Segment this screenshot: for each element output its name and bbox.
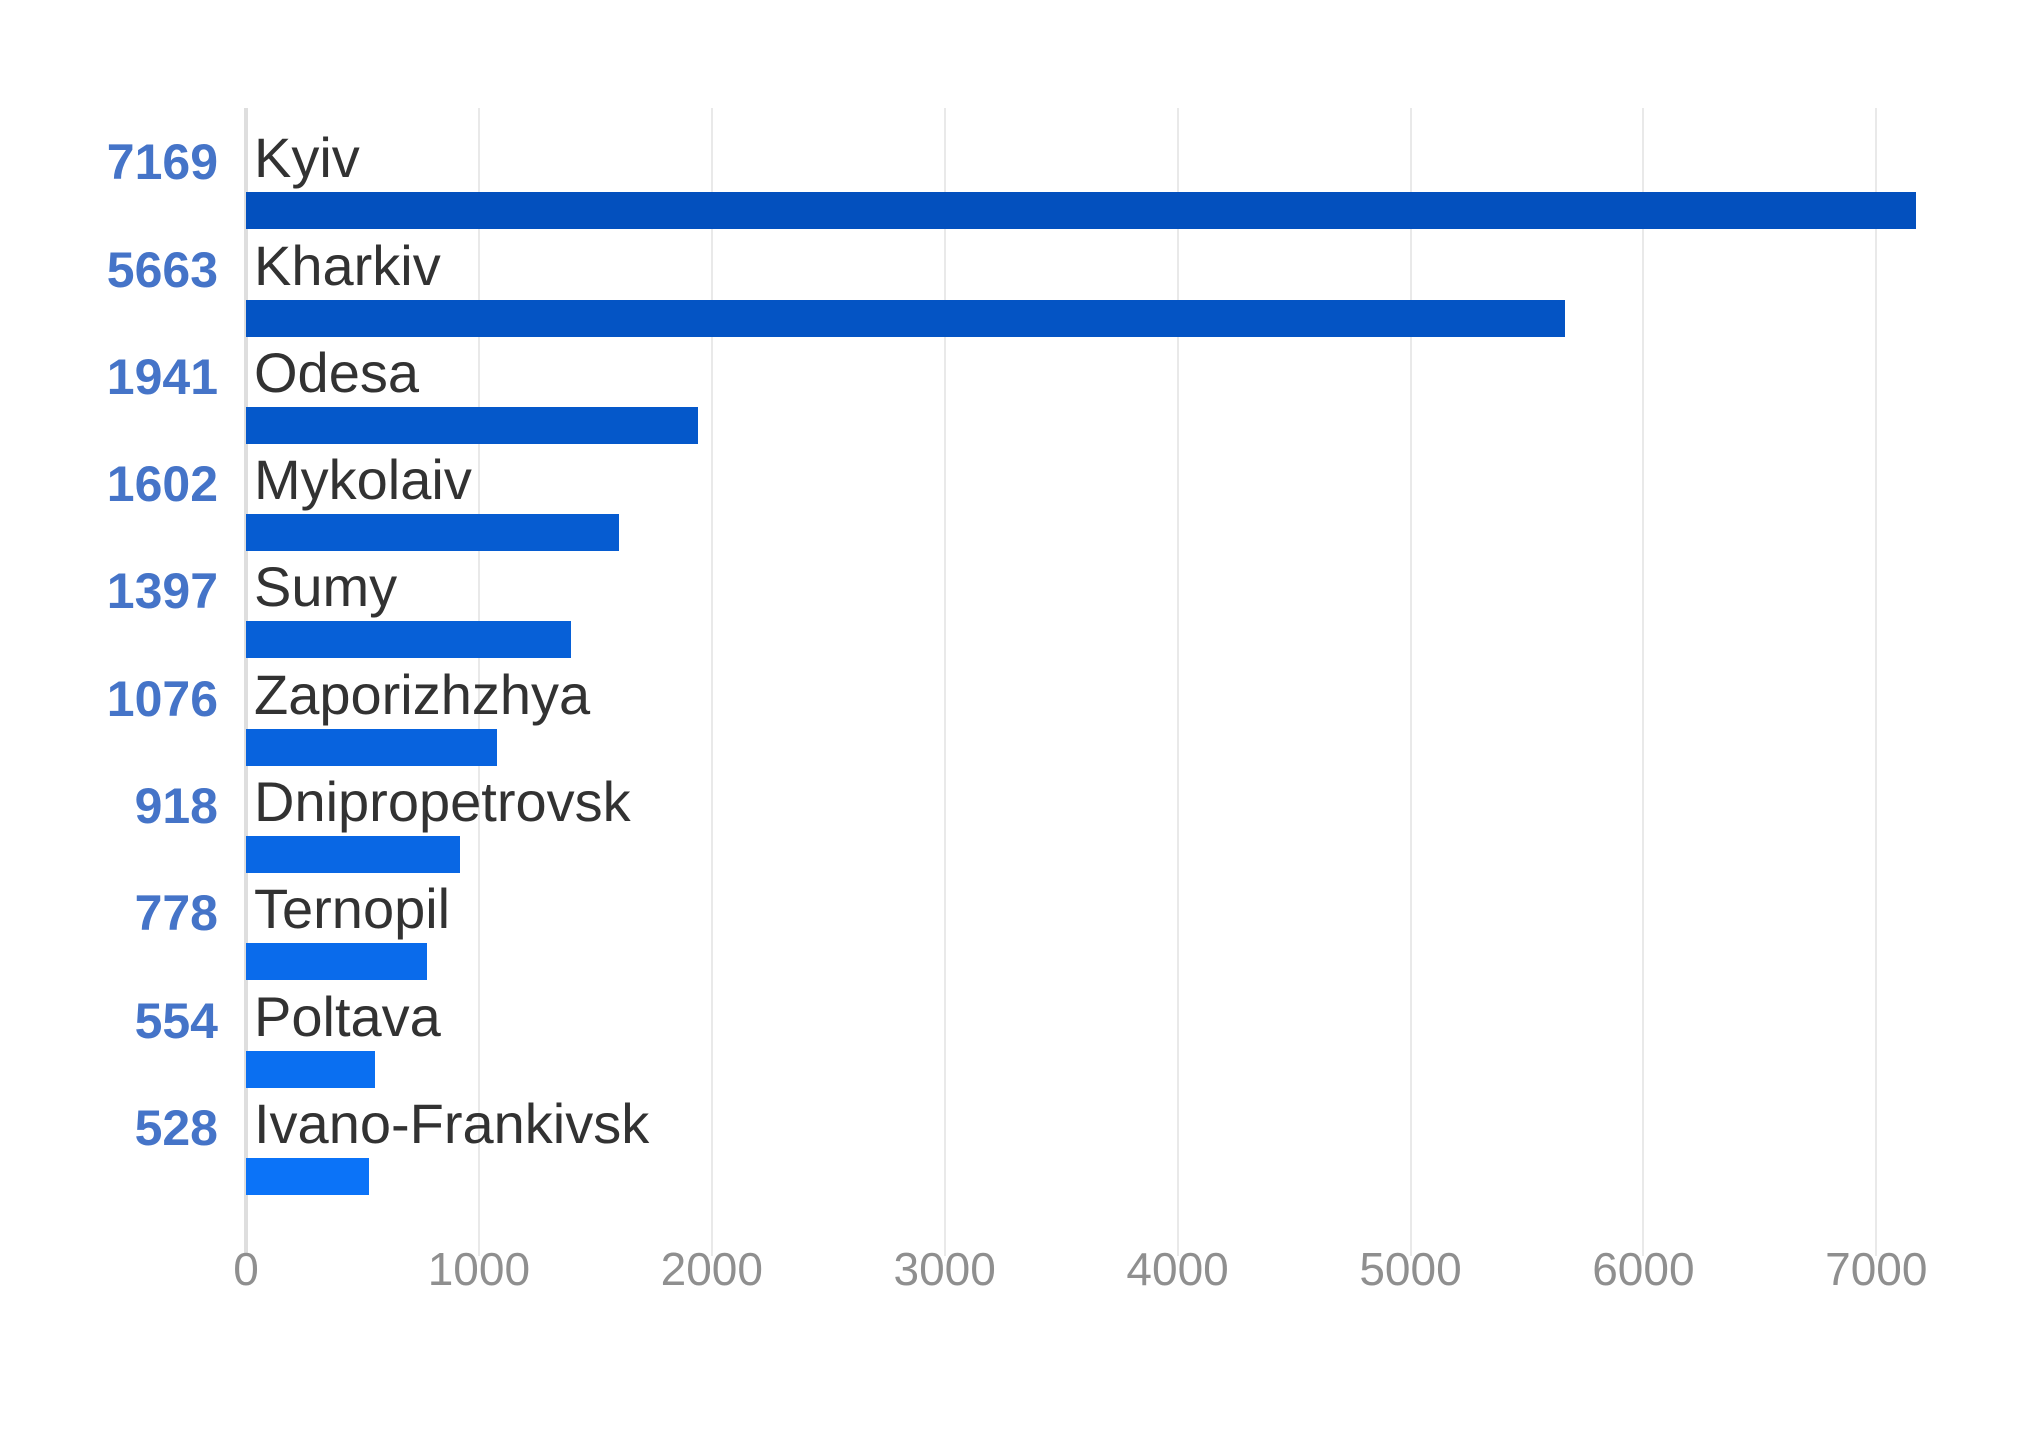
bar [246,1050,376,1088]
category-label: Poltava [254,984,441,1048]
value-label: 918 [134,778,218,835]
x-tick-label: 2000 [660,1243,763,1295]
gridline [1176,108,1179,1256]
x-tick-label: 1000 [427,1243,531,1295]
value-label: 1602 [106,456,218,513]
category-label: Kyiv [254,126,360,190]
bar [246,192,1916,230]
category-label: Sumy [254,555,398,619]
bar [246,406,699,444]
chart-row: 1941 Odesa [0,337,2040,444]
value-label: 7169 [106,134,218,191]
gridline [1642,108,1645,1256]
gridline [710,108,713,1256]
chart-row: 1076 Zaporizhzhya [0,659,2040,766]
bar [246,943,428,981]
category-label: Dnipropetrovsk [254,770,631,834]
value-label: 778 [134,885,218,942]
x-tick-label: 4000 [1126,1243,1229,1295]
value-label: 1076 [106,670,218,727]
category-label: Kharkiv [254,233,441,297]
category-label: Zaporizhzhya [254,662,591,726]
chart-row: 918 Dnipropetrovsk [0,766,2040,874]
bar [246,728,497,766]
bar [246,299,1565,337]
x-tick-label: 7000 [1825,1243,1928,1295]
gridline [943,108,946,1256]
x-tick-label: 3000 [893,1243,996,1295]
value-label: 528 [134,1099,218,1156]
bar [246,621,572,659]
bar [246,514,620,552]
x-tick-label: 0 [233,1243,259,1295]
bar [246,836,460,874]
gridline [1409,108,1412,1256]
category-label: Ivano-Frankivsk [254,1091,650,1155]
value-label: 1397 [106,563,218,620]
chart-row: 528 Ivano-Frankivsk [0,1088,2040,1195]
chart-row: 554 Poltava [0,980,2040,1088]
y-axis-line [244,108,248,1256]
category-label: Ternopil [254,877,451,941]
chart-row: 1397 Sumy [0,551,2040,659]
chart-row: 1602 Mykolaiv [0,444,2040,552]
chart-row: 5663 Kharkiv [0,229,2040,337]
value-label: 554 [134,992,218,1049]
bar [246,1157,369,1195]
chart-row: 778 Ternopil [0,873,2040,981]
category-label: Mykolaiv [254,448,472,512]
gridline [1875,108,1878,1256]
x-tick-label: 5000 [1359,1243,1462,1295]
value-label: 1941 [106,348,218,405]
chart-row: 7169 Kyiv [0,122,2040,230]
value-label: 5663 [106,241,218,298]
x-tick-label: 6000 [1592,1243,1695,1295]
category-label: Odesa [254,340,419,404]
gridline [477,108,480,1256]
